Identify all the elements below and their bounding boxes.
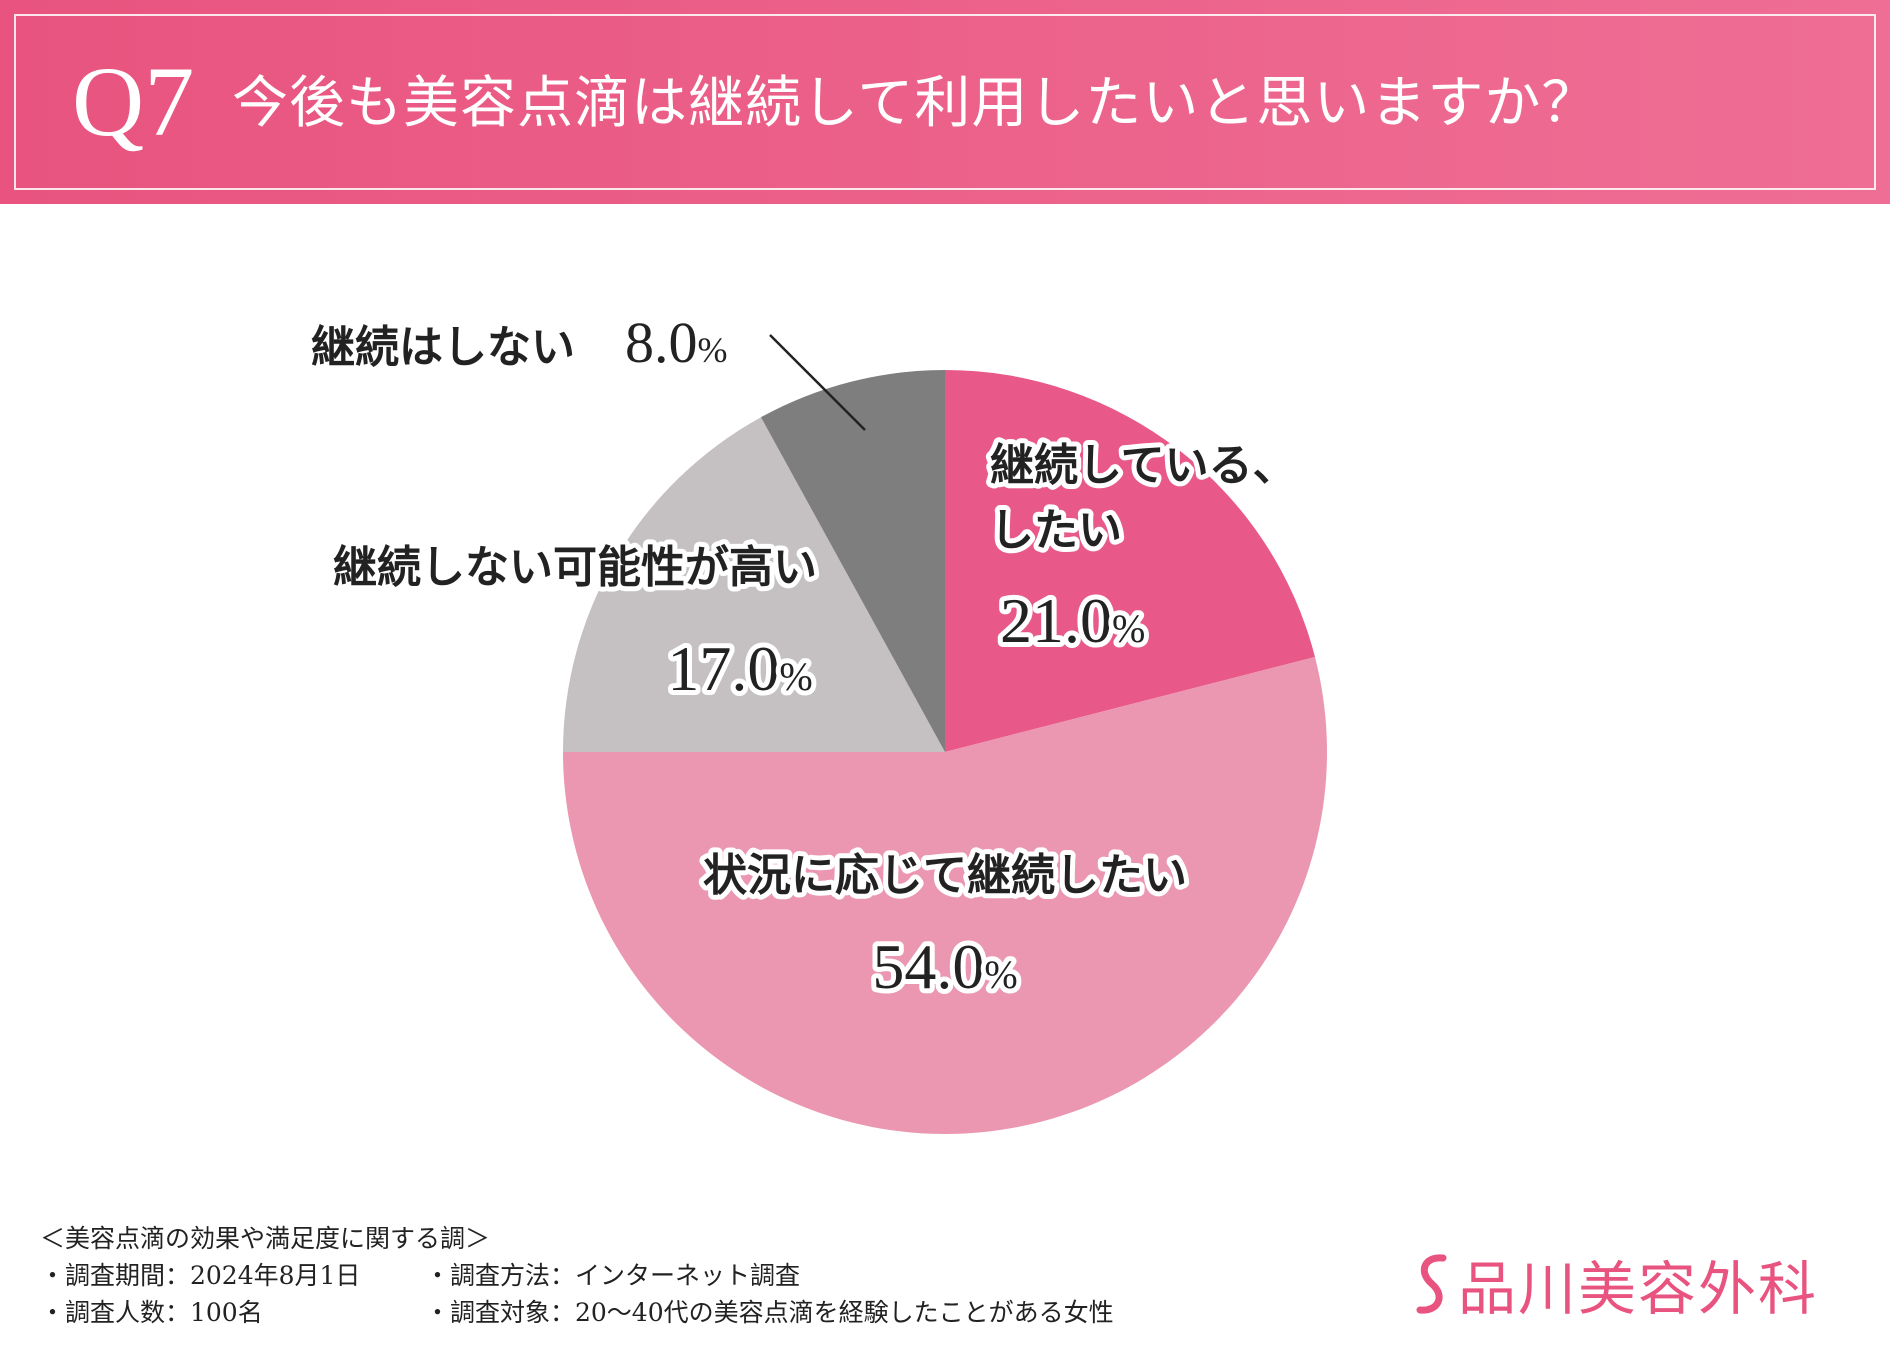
survey-period: ・調査期間：2024年8月1日 <box>40 1261 361 1290</box>
pie-slice-4 <box>760 370 945 752</box>
brand-name: 品川美容外科 <box>1458 1255 1819 1323</box>
pie-slice-1 <box>945 370 1315 752</box>
slice-label-2: 状況に応じて継続したい <box>703 850 1187 901</box>
pie-slice-2 <box>563 657 1327 1134</box>
slice-label-4: 継続はしない <box>311 322 575 373</box>
pie-slice-3 <box>563 417 945 752</box>
footer-row-1: ・調査期間：2024年8月1日 ・調査方法：インターネット調査 <box>40 1257 800 1294</box>
s-mark-icon <box>1416 1254 1447 1314</box>
survey-footer: ＜美容点滴の効果や満足度に関する調＞ ・調査期間：2024年8月1日 ・調査方法… <box>40 1220 1114 1331</box>
slice-value-4: 8.0% <box>625 310 728 375</box>
survey-method: ・調査方法：インターネット調査 <box>425 1261 801 1290</box>
footer-row-2: ・調査人数：100名 ・調査対象：20〜40代の美容点滴を経験したことがある女性 <box>40 1294 1114 1331</box>
slice-value-2: 54.0% <box>872 931 1017 1002</box>
question-number: Q7 <box>72 46 195 157</box>
leader-line <box>769 334 866 431</box>
survey-target: ・調査対象：20〜40代の美容点滴を経験したことがある女性 <box>425 1298 1114 1327</box>
pie-labels: 継続している、したい 21.0% 状況に応じて継続したい 54.0% 継続しない可能性が… <box>311 310 1302 1007</box>
pie-chart: 継続している、したい 21.0% 状況に応じて継続したい 54.0% 継続しない可能性が… <box>311 310 1327 1134</box>
slice-label-1-line-1: 継続している、 <box>990 440 1297 491</box>
question-title: 今後も美容点滴は継続して利用したいと思いますか？ <box>232 71 1599 136</box>
pie-slices <box>563 370 1327 1134</box>
slice-value-3: 17.0% <box>667 633 812 704</box>
slice-label-1-line-2: したい <box>990 505 1122 556</box>
header-banner: Q7 今後も美容点滴は継続して利用したいと思いますか？ <box>0 0 1890 204</box>
header-frame <box>14 14 1876 190</box>
slice-value-1: 21.0% <box>1000 585 1145 656</box>
brand-logo: 品川美容外科 <box>1412 1244 1818 1324</box>
survey-title: ＜美容点滴の効果や満足度に関する調＞ <box>40 1224 491 1253</box>
slice-label-3: 継続しない可能性が高い <box>333 542 817 593</box>
survey-count: ・調査人数：100名 <box>40 1298 263 1327</box>
